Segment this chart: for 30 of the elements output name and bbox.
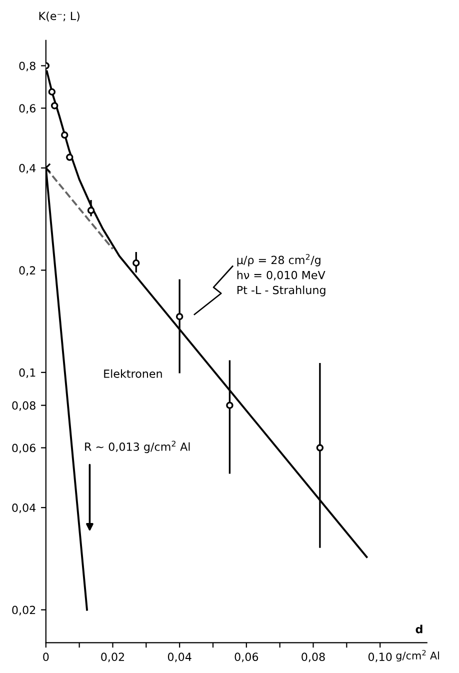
- y-tick-label: 0,6: [19, 104, 36, 114]
- annotation: μ/ρ = 28 cm$^{2}$/g hν = 0,010 MeV Pt -L - Strahlung: [237, 254, 326, 296]
- x-axis-title: d: [416, 624, 422, 634]
- point: [87, 206, 95, 214]
- point: [316, 444, 324, 452]
- x-tick-label: 0,10: [368, 652, 392, 662]
- y-tick-label: 0,8: [19, 62, 36, 72]
- y-tick-label: 0,2: [19, 266, 36, 276]
- point: [66, 154, 74, 161]
- annotation: Elektronen: [104, 369, 162, 378]
- y-tick-label: 0,1: [19, 368, 36, 378]
- annotation: R ~ 0,013 g/cm$^{2}$ Al: [85, 440, 190, 454]
- point: [61, 131, 68, 139]
- text: g/cm$^{2}$ Al: [396, 650, 440, 662]
- x-tick-label: 0,04: [168, 652, 192, 662]
- point: [132, 259, 140, 267]
- point: [50, 102, 58, 110]
- point: [48, 88, 56, 96]
- x-tick-label: 0,08: [302, 652, 325, 662]
- x-tick-label: 0,06: [234, 652, 258, 662]
- point: [176, 312, 184, 320]
- x-tick-label: 0,02: [101, 652, 124, 662]
- point: [226, 402, 234, 409]
- y-tick-label: 0,06: [12, 444, 36, 454]
- y-tick-label: 0,02: [12, 606, 36, 616]
- y-tick-label: 0,04: [12, 504, 36, 514]
- x-tick-label: 0: [43, 652, 49, 662]
- y-tick-label: 0,08: [12, 401, 36, 411]
- y-axis-title: K(e⁻; L): [39, 12, 80, 22]
- y-tick-label: 0,4: [19, 164, 36, 174]
